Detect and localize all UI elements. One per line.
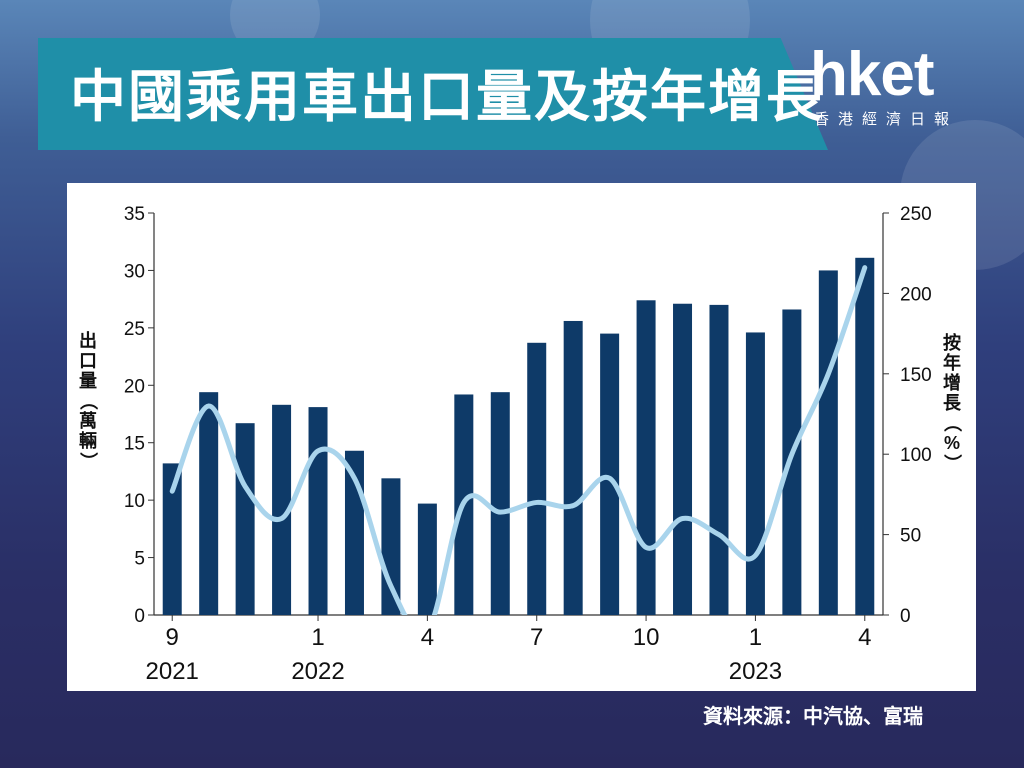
bar: [673, 303, 693, 615]
x-tick-label: 10: [633, 624, 660, 651]
y-tick-label-right: 100: [900, 445, 932, 466]
bar: [600, 333, 620, 615]
bar: [563, 320, 583, 615]
bar: [235, 423, 255, 615]
logo-wordmark: hket: [810, 40, 934, 109]
x-year-label: 2021: [146, 658, 199, 685]
bar: [636, 300, 656, 615]
x-year-label: 2023: [729, 658, 782, 685]
y-axis-title-right: ）: [942, 454, 962, 472]
bar: [162, 463, 182, 615]
x-tick-label: 9: [166, 624, 179, 651]
x-year-label: 2022: [291, 658, 344, 685]
y-tick-label-left: 20: [124, 376, 145, 397]
x-tick-label: 4: [421, 624, 434, 651]
y-axis-title-right: 按: [943, 332, 961, 353]
y-tick-label-right: 50: [900, 526, 921, 547]
growth-line: [169, 265, 868, 615]
y-tick-label-left: 0: [134, 606, 145, 627]
logo-subtitle: 香港經濟日報: [814, 110, 959, 128]
x-tick-label: 4: [858, 624, 871, 651]
hket-logo: hket 香港經濟日報: [810, 44, 958, 129]
y-axis-title-left: 萬: [79, 411, 97, 431]
bar: [855, 257, 875, 615]
bar: [745, 332, 765, 615]
bar: [272, 404, 292, 615]
y-axis-title-right: 長: [943, 393, 962, 413]
y-axis-title-right: 增: [943, 372, 961, 393]
y-axis-title-right: 年: [943, 352, 961, 373]
source-note: 資料來源：中汽協、富瑞: [703, 704, 923, 728]
chart-panel: 0 5 10 15 20 25 30 35 0 50 100 150 200 250 9 1 4 7 10 1 4 202…: [67, 183, 976, 691]
y-axis-title-left: 輛: [79, 430, 97, 451]
y-tick-label-left: 15: [124, 434, 145, 455]
y-axis-title-left: 量: [79, 370, 97, 391]
bar: [199, 392, 219, 615]
y-tick-label-left: 10: [124, 491, 145, 512]
x-tick-label: 1: [749, 624, 762, 651]
y-tick-label-left: 30: [124, 261, 145, 282]
y-tick-label-left: 5: [134, 549, 145, 570]
chart: 0 5 10 15 20 25 30 35 0 50 100 150 200 250 9 1 4 7 10 1 4 202…: [78, 204, 962, 685]
page-title: 中國乘用車出口量及按年增長: [70, 65, 824, 130]
y-axis-title-right: %: [944, 433, 960, 453]
y-tick-label-right: 150: [900, 365, 932, 386]
y-axis-title-left: 出: [79, 330, 97, 351]
x-tick-label: 7: [530, 624, 543, 651]
bar: [417, 503, 437, 615]
y-tick-label-right: 200: [900, 284, 932, 305]
y-tick-label-left: 35: [124, 204, 145, 225]
bar: [308, 407, 328, 615]
bar: [490, 392, 510, 615]
bar: [709, 304, 729, 615]
x-tick-label: 1: [311, 624, 324, 651]
bar: [818, 270, 838, 615]
y-tick-label-right: 0: [900, 606, 911, 627]
y-axis-title-left: （: [78, 392, 98, 410]
y-axis-title-right: （: [942, 414, 962, 432]
y-tick-label-right: 250: [900, 204, 932, 225]
y-axis-title-left: 口: [79, 351, 97, 371]
title-banner: [38, 38, 828, 150]
bar: [782, 309, 802, 615]
y-tick-label-left: 25: [124, 319, 145, 340]
y-axis-title-left: ）: [78, 452, 98, 470]
bar: [527, 342, 547, 615]
